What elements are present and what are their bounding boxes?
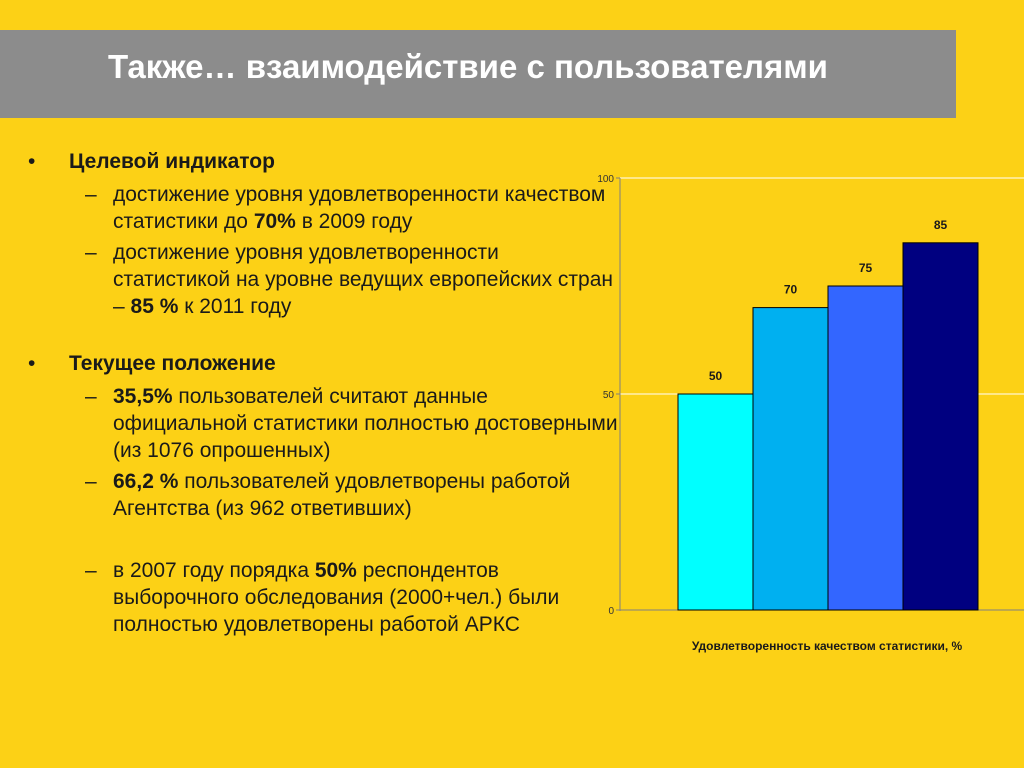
slide-title: Также… взаимодействие с пользователями [108, 48, 828, 85]
bold-value: 70% [253, 210, 296, 233]
title-bar: Также… взаимодействие с пользователями [0, 30, 956, 118]
bullet-mark: • [28, 150, 36, 173]
text-run: достижение уровня удовлетворенности каче… [113, 183, 606, 233]
sub-bullet: – достижение уровня удовлетворенности ст… [28, 239, 618, 320]
sub-bullet: – 35,5% пользователей считают данные офи… [28, 383, 618, 464]
bold-value: 85 % [130, 295, 179, 318]
bar [752, 307, 829, 611]
bullet-content: • Целевой индикатор – достижение уровня … [28, 148, 618, 638]
dash-mark: – [85, 559, 97, 582]
text-run: пользователей удовлетворены работой Аген… [113, 470, 571, 520]
bar [677, 393, 754, 611]
chart-svg: 0 50 100 50 70 75 85 Удовлетворенность качество… [597, 174, 1024, 653]
sub-bullet-text: достижение уровня удовлетворенности стат… [113, 241, 613, 318]
dash-mark: – [85, 385, 97, 408]
sub-bullet: – достижение уровня удовлетворенности ка… [28, 181, 618, 235]
y-tick-label: 50 [603, 390, 615, 401]
y-tick-label: 0 [608, 606, 614, 617]
section-heading: Текущее положение [69, 352, 276, 375]
text-run: достижение уровня удовлетворенности стат… [113, 241, 614, 318]
dash-mark: – [85, 241, 97, 264]
bullet-current-status: • Текущее положение [28, 350, 618, 377]
data-label: 50 [709, 369, 723, 383]
x-axis-title: Удовлетворенность качеством статистики, … [692, 639, 963, 653]
text-run: респондентов выборочного обследования (2… [113, 559, 560, 636]
section-heading: Целевой индикатор [69, 150, 275, 173]
data-label: 85 [934, 218, 948, 232]
text-run: в 2009 году [295, 210, 413, 233]
sub-bullet-text: 66,2 % пользователей удовлетворены работ… [113, 470, 570, 520]
y-tick-label: 100 [597, 174, 614, 185]
bold-value: 66,2 % [113, 470, 179, 493]
bar [902, 242, 979, 611]
dash-mark: – [85, 470, 97, 493]
text-run: к 2011 году [178, 295, 292, 318]
data-label: 75 [859, 261, 873, 275]
bar [827, 285, 904, 611]
data-label: 70 [784, 283, 798, 297]
bold-value: 35,5% [113, 385, 173, 408]
bullet-target-indicator: • Целевой индикатор [28, 148, 618, 175]
satisfaction-bar-chart: 0 50 100 50 70 75 85 Удовлетворенность качество… [590, 168, 1024, 668]
text-run: в 2007 году порядка [113, 559, 315, 582]
sub-bullet-text: 35,5% пользователей считают данные офици… [113, 385, 618, 462]
text-run: пользователей считают данные официальной… [113, 385, 618, 462]
sub-bullet-text: в 2007 году порядка 50% респондентов выб… [113, 559, 559, 636]
dash-mark: – [85, 183, 97, 206]
bold-value: 50% [314, 559, 357, 582]
sub-bullet-text: достижение уровня удовлетворенности каче… [113, 183, 605, 233]
sub-bullet: – 66,2 % пользователей удовлетворены раб… [28, 468, 618, 522]
bullet-mark: • [28, 352, 36, 375]
sub-bullet: – в 2007 году порядка 50% респондентов в… [28, 557, 618, 638]
